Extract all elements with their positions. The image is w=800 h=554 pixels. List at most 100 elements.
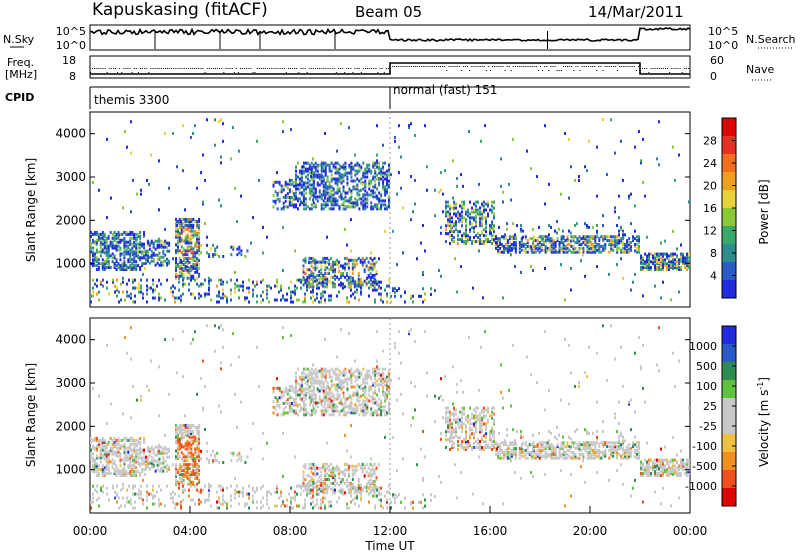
nave-dot xyxy=(508,66,510,67)
power-cell xyxy=(258,178,260,182)
power-cell xyxy=(374,298,376,302)
power-cell xyxy=(101,236,104,240)
power-cell xyxy=(465,218,467,222)
power-cell xyxy=(532,248,535,252)
velocity-cell xyxy=(354,369,357,373)
power-cell xyxy=(358,179,361,183)
power-cell xyxy=(326,279,329,283)
power-cell xyxy=(180,223,183,227)
velocity-cell xyxy=(351,472,354,476)
power-cell xyxy=(624,233,626,237)
velocity-cell xyxy=(272,390,275,394)
power-cell xyxy=(208,292,210,296)
power-cell xyxy=(454,257,456,261)
power-cell xyxy=(636,235,639,239)
power-cell xyxy=(198,296,200,300)
power-cell xyxy=(136,286,138,290)
power-cell xyxy=(334,201,337,205)
power-cell xyxy=(318,260,321,264)
power-cell xyxy=(324,260,327,264)
velocity-cell xyxy=(240,455,243,459)
power-cell xyxy=(127,250,130,254)
velocity-cell xyxy=(192,465,195,469)
velocity-cell xyxy=(330,403,333,407)
power-cell xyxy=(500,184,502,188)
power-cell xyxy=(114,290,116,294)
power-cell xyxy=(139,256,142,260)
nave-dot xyxy=(108,68,110,69)
velocity-cell xyxy=(103,444,106,448)
power-cell xyxy=(493,226,495,230)
nave-dot xyxy=(323,68,325,69)
velocity-cell xyxy=(148,447,151,451)
power-cell xyxy=(318,273,321,277)
velocity-cell xyxy=(135,458,138,462)
power-cell xyxy=(312,201,315,205)
power-cell xyxy=(351,268,354,272)
power-cell xyxy=(304,181,307,185)
power-cell xyxy=(240,249,243,253)
power-cell xyxy=(688,264,690,268)
power-cell xyxy=(487,204,489,208)
velocity-cell xyxy=(344,373,347,377)
power-cell xyxy=(158,278,160,282)
velocity-cell xyxy=(332,403,335,407)
power-cell xyxy=(440,274,442,278)
power-cell xyxy=(489,226,491,230)
power-cell xyxy=(318,195,321,199)
nave-dot xyxy=(537,70,539,71)
velocity-cell xyxy=(280,413,283,417)
nave-dot xyxy=(571,66,573,67)
velocity-cell xyxy=(358,371,361,375)
velocity-cell xyxy=(198,441,201,445)
power-cell xyxy=(196,264,199,268)
power-ylabel: Slant Range [km] xyxy=(24,158,38,262)
power-cell xyxy=(386,177,389,181)
nave-dot xyxy=(546,66,548,67)
power-cell xyxy=(372,163,375,167)
power-cell xyxy=(164,131,166,135)
power-cell xyxy=(352,185,355,189)
velocity-cell xyxy=(125,436,128,440)
power-cell xyxy=(602,214,604,218)
power-cell xyxy=(370,278,372,282)
power-cell xyxy=(218,278,220,282)
power-cell xyxy=(372,161,375,165)
velocity-cell xyxy=(312,472,315,476)
power-cell xyxy=(194,278,196,282)
power-cell xyxy=(190,227,193,231)
power-cell xyxy=(175,243,177,247)
velocity-cell xyxy=(343,474,346,478)
power-cell xyxy=(338,262,341,266)
velocity-cell xyxy=(352,409,355,413)
power-cell xyxy=(622,229,624,233)
power-cell xyxy=(378,286,380,290)
power-cell xyxy=(320,283,323,287)
power-cell xyxy=(514,265,516,269)
velocity-cell xyxy=(350,395,353,399)
power-cell xyxy=(175,225,177,229)
power-cell xyxy=(612,235,615,239)
power-cell xyxy=(680,260,682,264)
power-cell xyxy=(664,262,666,266)
power-cell xyxy=(318,173,321,177)
velocity-cell xyxy=(182,431,185,435)
power-cell xyxy=(378,165,381,169)
nave-dot xyxy=(575,66,577,67)
power-cell xyxy=(314,189,317,193)
power-cell xyxy=(386,191,389,195)
power-cell xyxy=(150,239,153,243)
power-cell xyxy=(602,237,605,241)
velocity-cell xyxy=(304,413,307,417)
nave-dot xyxy=(667,68,669,69)
power-cell xyxy=(372,207,375,211)
power-cell xyxy=(678,260,680,264)
power-cell xyxy=(295,173,297,177)
velocity-cell xyxy=(340,381,343,385)
power-cell xyxy=(178,259,181,263)
power-cell xyxy=(375,270,378,274)
power-cell xyxy=(330,189,333,193)
velocity-cell xyxy=(196,468,199,472)
velocity-cell xyxy=(328,485,331,489)
power-cell xyxy=(512,241,515,245)
